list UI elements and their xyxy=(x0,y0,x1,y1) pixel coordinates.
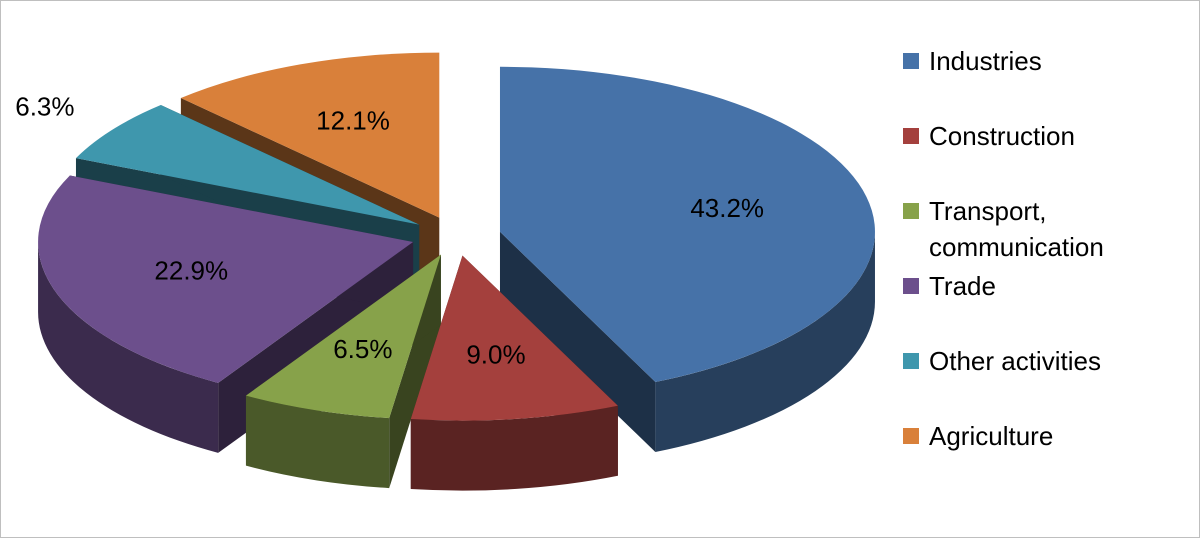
data-label: 22.9% xyxy=(154,256,228,286)
legend-label: Other activities xyxy=(929,346,1101,376)
legend-swatch xyxy=(903,428,919,444)
slice xyxy=(410,255,618,491)
legend-swatch xyxy=(903,278,919,294)
legend-label: Transport, communication xyxy=(929,196,1104,262)
slice-top xyxy=(180,52,440,218)
data-label: 12.1% xyxy=(316,105,390,135)
legend-label: Construction xyxy=(929,121,1075,151)
slice-top xyxy=(499,66,875,382)
legend-item: Other activities xyxy=(903,343,1169,379)
slice-top xyxy=(410,255,618,421)
slice-side xyxy=(499,231,656,452)
legend-item: Agriculture xyxy=(903,418,1169,454)
data-label: 6.3% xyxy=(15,92,74,122)
legend-swatch xyxy=(903,353,919,369)
data-label: 9.0% xyxy=(466,340,525,370)
legend-item: Construction xyxy=(903,118,1169,154)
legend-label: Agriculture xyxy=(929,421,1054,451)
slice-wall xyxy=(410,405,618,491)
data-label: 6.5% xyxy=(333,334,392,364)
slice-top xyxy=(38,175,414,383)
slice-top xyxy=(75,105,420,225)
legend-item: Transport, communication xyxy=(903,193,1169,265)
slice-top xyxy=(245,254,441,419)
slice-wall xyxy=(38,241,219,453)
legend-swatch xyxy=(903,128,919,144)
slice xyxy=(245,254,441,489)
legend-item: Trade xyxy=(903,268,1169,304)
legend-item: Industries xyxy=(903,43,1169,79)
legend-swatch xyxy=(903,203,919,219)
legend-swatch xyxy=(903,53,919,69)
slice xyxy=(499,66,875,452)
legend-label: Industries xyxy=(929,46,1042,76)
legend-label: Trade xyxy=(929,271,996,301)
slice-wall xyxy=(245,395,390,489)
slice-wall xyxy=(655,231,875,452)
data-label: 43.2% xyxy=(690,193,764,223)
pie-plot: 43.2% 9.0% 6.5% 22.9% 6.3% 12.1% xyxy=(15,52,875,491)
